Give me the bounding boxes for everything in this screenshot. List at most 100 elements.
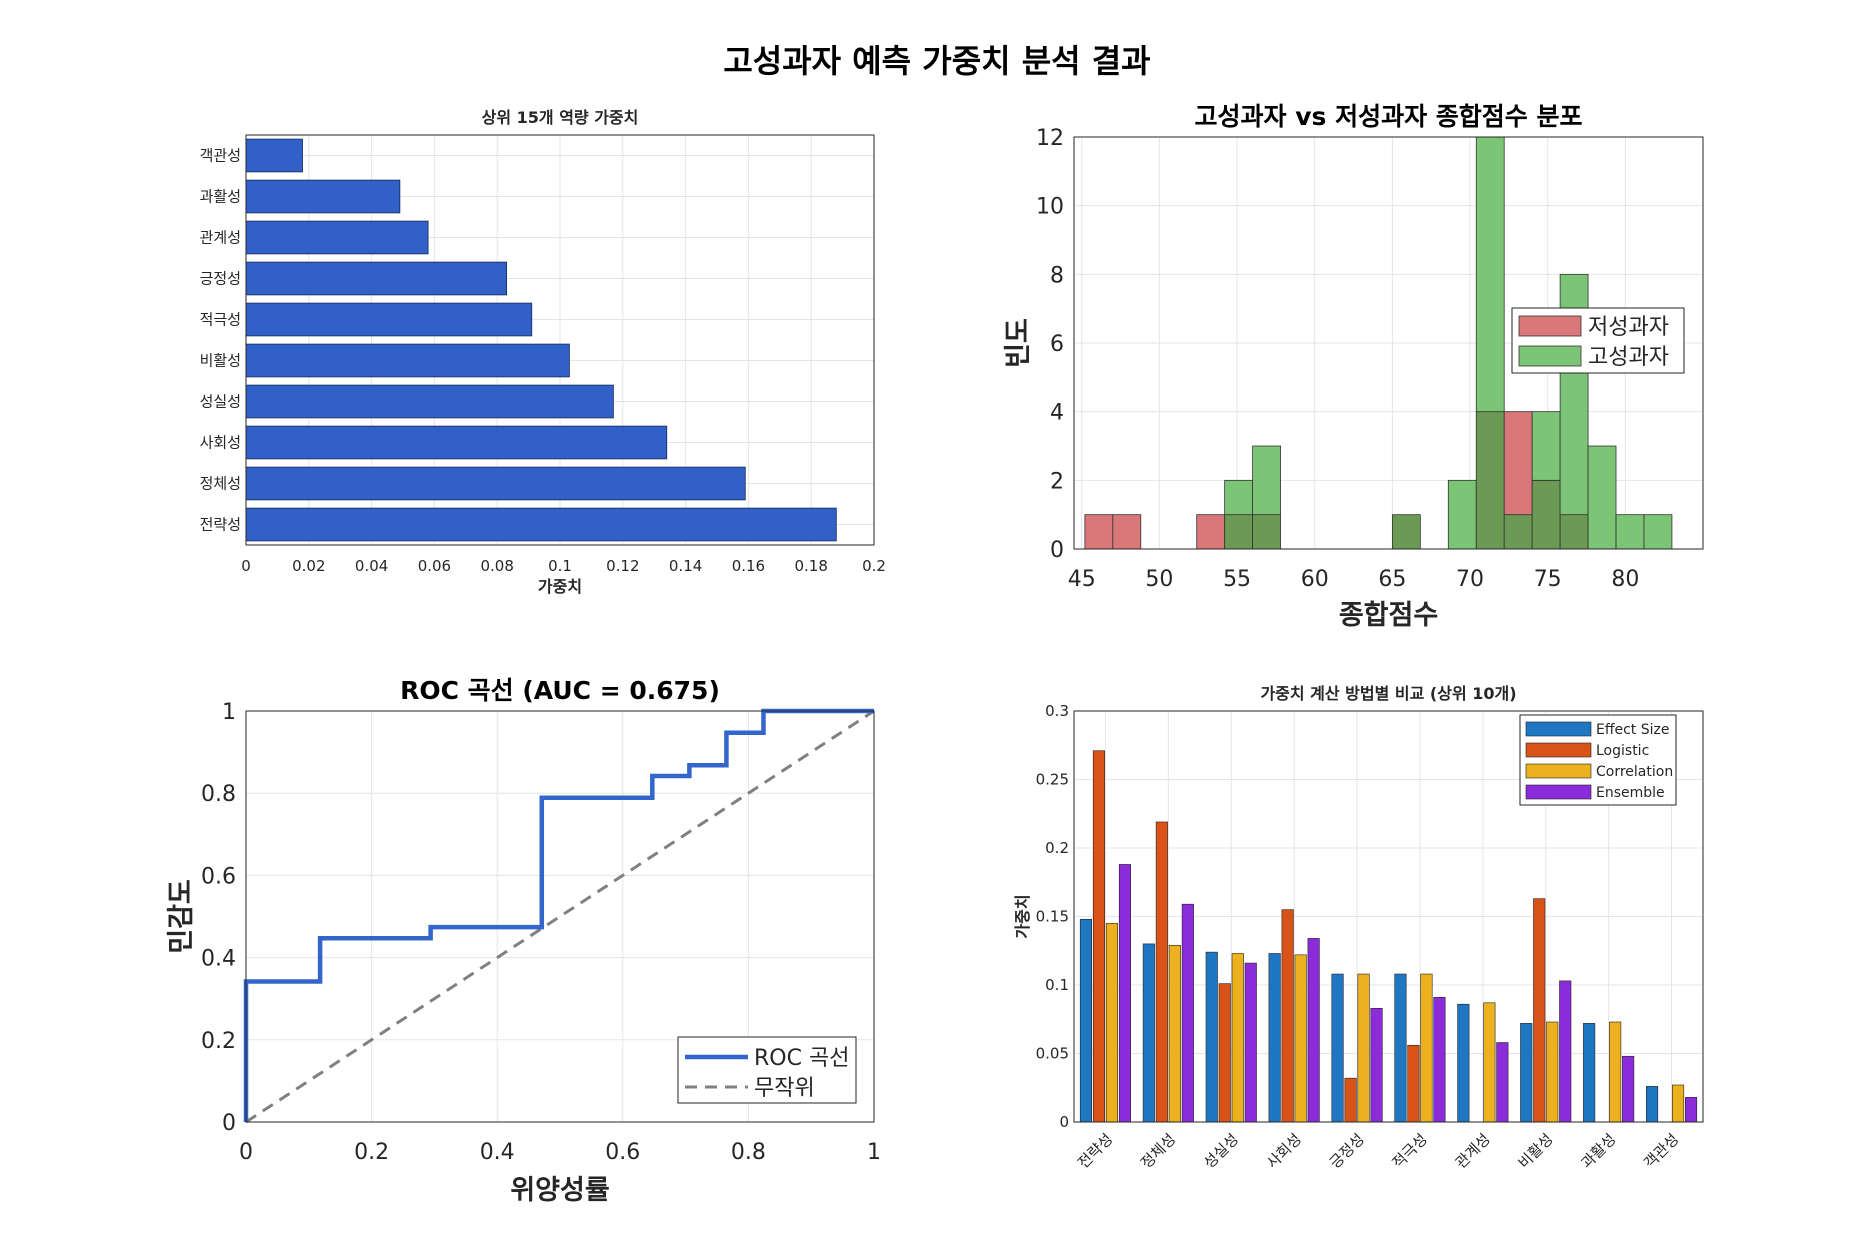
top15-xtick-label: 0 xyxy=(241,557,251,575)
methods-legend-swatch xyxy=(1525,763,1592,779)
hist-bin-overlap xyxy=(1531,479,1561,550)
top15-bar-긍정성 xyxy=(245,261,508,296)
methods-bar-ensemble xyxy=(1244,962,1257,1123)
methods-bar-logistic xyxy=(1281,909,1294,1123)
methods-xtick-label: 비활성 xyxy=(1515,1130,1557,1172)
hist-ytick-label: 0 xyxy=(1050,538,1064,563)
methods-bar-effect-size xyxy=(1394,973,1407,1123)
methods-bar-ensemble xyxy=(1433,997,1446,1123)
top15-xtick-label: 0.16 xyxy=(732,557,765,575)
top15-ytick-label: 전략성 xyxy=(200,516,241,534)
hist-ytick-label: 8 xyxy=(1050,263,1064,288)
methods-bar-ensemble xyxy=(1307,938,1320,1123)
top15-xtick-label: 0.02 xyxy=(292,557,325,575)
methods-bar-effect-size xyxy=(1268,953,1281,1123)
methods-bar-logistic xyxy=(1533,898,1546,1123)
hist-xlabel: 종합점수 xyxy=(1339,600,1438,631)
roc-legend-label-roc: ROC 곡선 xyxy=(754,1046,849,1071)
methods-bar-correlation xyxy=(1294,954,1307,1123)
methods-xtick-label: 과활성 xyxy=(1577,1130,1619,1172)
hist-legend-label-high: 고성과자 xyxy=(1588,345,1669,370)
methods-bar-correlation xyxy=(1546,1021,1559,1123)
roc-ytick-label: 0 xyxy=(222,1111,236,1136)
hist-bin-overlap xyxy=(1475,411,1505,550)
methods-ytick-label: 0 xyxy=(1059,1113,1069,1131)
top15-xtick-label: 0.08 xyxy=(480,557,513,575)
roc-ytick-label: 0.6 xyxy=(201,864,236,889)
top15-ytick-label: 객관성 xyxy=(200,147,241,165)
top15-title: 상위 15개 역량 가중치 xyxy=(482,108,639,127)
methods-bar-correlation xyxy=(1672,1084,1685,1123)
top15-ytick-label: 적극성 xyxy=(200,311,241,329)
methods-xtick-label: 전략성 xyxy=(1074,1130,1116,1172)
roc-curve-line xyxy=(243,708,874,1122)
top15-bar-적극성 xyxy=(245,302,533,337)
methods-xtick-label: 정체성 xyxy=(1137,1130,1179,1172)
hist-xtick-label: 45 xyxy=(1068,567,1096,592)
panel-top15-weights: 0 0.02 0.04 0.06 0.08 0.1 0.12 0.14 0.16 0.18 0.2 전… xyxy=(200,108,886,596)
methods-legend-swatch xyxy=(1525,784,1592,800)
methods-legend: Effect Size Logistic Correlation Ensemble xyxy=(1519,714,1677,806)
methods-ytick-label: 0.2 xyxy=(1045,839,1069,857)
panel-roc-curve: 0 0.2 0.4 0.6 0.8 1 0 0.2 0.4 0.6 0.8 1 ROC 곡선 (AUC … xyxy=(166,676,881,1206)
methods-bar-ensemble xyxy=(1496,1042,1509,1123)
methods-legend-label: Ensemble xyxy=(1596,785,1665,801)
methods-legend-label: Correlation xyxy=(1596,764,1673,780)
hist-xtick-label: 50 xyxy=(1145,567,1173,592)
top15-bar-비활성 xyxy=(245,343,570,378)
hist-bin-overlap xyxy=(1559,514,1589,550)
methods-bar-ensemble xyxy=(1370,1007,1383,1123)
methods-legend-swatch xyxy=(1525,721,1592,737)
top15-ytick-label: 비활성 xyxy=(200,352,241,370)
roc-random-line xyxy=(245,709,875,1124)
methods-bar-logistic xyxy=(1344,1077,1357,1123)
methods-legend-label: Effect Size xyxy=(1596,722,1669,738)
methods-xtick-label: 사회성 xyxy=(1263,1130,1305,1172)
top15-ytick-label: 사회성 xyxy=(200,434,241,452)
top15-bar-사회성 xyxy=(245,425,668,460)
methods-bar-effect-size xyxy=(1205,951,1218,1123)
top15-xtick-label: 0.1 xyxy=(548,557,572,575)
hist-legend-swatch-low xyxy=(1518,315,1582,337)
panel-method-comparison: 0 0.05 0.1 0.15 0.2 0.25 0.3 전략성 정체성 성실성 사회성 긍정성 적극성… xyxy=(1013,684,1704,1172)
top15-bar-과활성 xyxy=(245,179,401,214)
roc-title: ROC 곡선 (AUC = 0.675) xyxy=(400,676,720,705)
hist-ytick-label: 6 xyxy=(1050,332,1064,357)
roc-ytick-label: 0.4 xyxy=(201,947,236,972)
methods-bar-effect-size xyxy=(1583,1023,1596,1123)
roc-xtick-label: 0 xyxy=(239,1140,253,1165)
roc-ytick-label: 0.2 xyxy=(201,1029,236,1054)
methods-bar-effect-size xyxy=(1520,1023,1533,1123)
methods-bar-correlation xyxy=(1357,973,1370,1123)
top15-ytick-label: 관계성 xyxy=(200,229,241,247)
hist-bin-low xyxy=(1503,411,1533,516)
methods-bar-logistic xyxy=(1092,750,1105,1123)
roc-ytick-label: 1 xyxy=(222,700,236,725)
roc-xtick-label: 0.2 xyxy=(354,1140,389,1165)
methods-bar-ensemble xyxy=(1622,1055,1635,1123)
methods-bar-ensemble xyxy=(1685,1097,1698,1123)
roc-axes-box xyxy=(245,710,875,1123)
hist-ylabel: 빈도 xyxy=(1003,318,1034,368)
methods-bar-logistic xyxy=(1407,1044,1420,1123)
top15-bar-객관성 xyxy=(245,138,303,173)
top15-xtick-label: 0.14 xyxy=(669,557,702,575)
methods-bar-effect-size xyxy=(1457,1003,1470,1123)
top15-axes-box xyxy=(245,134,875,546)
top15-ytick-label: 긍정성 xyxy=(200,270,241,288)
top15-xtick-label: 0.2 xyxy=(862,557,886,575)
methods-ytick-label: 0.3 xyxy=(1045,702,1069,720)
hist-bin-high xyxy=(1447,479,1477,550)
methods-bar-correlation xyxy=(1483,1002,1496,1123)
top15-ytick-label: 과활성 xyxy=(200,188,241,206)
hist-title: 고성과자 vs 저성과자 종합점수 분포 xyxy=(1195,102,1583,131)
methods-bar-ensemble xyxy=(1181,903,1194,1123)
hist-ytick-label: 2 xyxy=(1050,469,1064,494)
hist-bin-low xyxy=(1112,514,1142,550)
hist-bin-overlap xyxy=(1224,514,1254,550)
methods-bar-ensemble xyxy=(1118,864,1131,1123)
hist-bin-high xyxy=(1643,514,1673,550)
hist-xtick-label: 70 xyxy=(1456,567,1484,592)
